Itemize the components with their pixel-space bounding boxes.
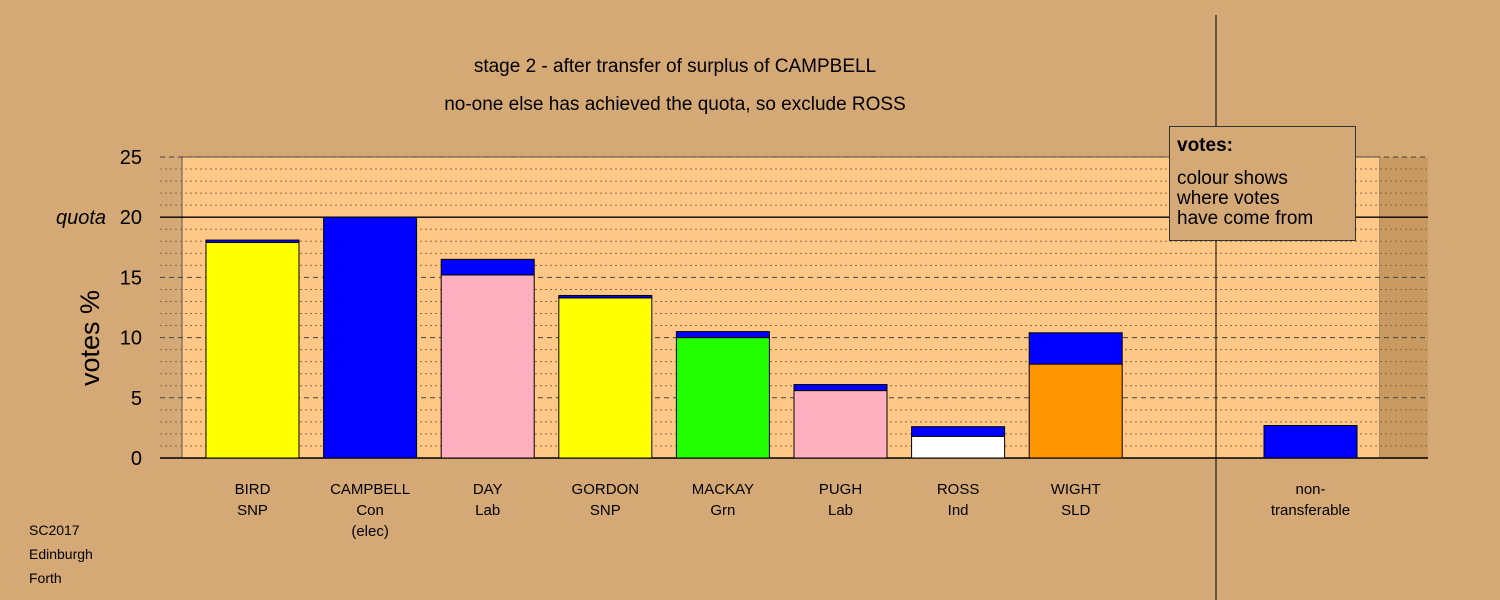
plot-area-right-shade [1380,157,1428,458]
category-label: (elec) [351,523,389,540]
legend-line: colour shows [1177,168,1288,189]
bar-segment [911,426,1006,437]
y-tick-label: 20 [120,207,142,229]
legend-line: have come from [1177,208,1314,229]
category-label: DAY [473,481,503,498]
x-axis-labels: BIRD SNP CAMPBELL Con (elec) DAY Lab GORDON SNP M… [235,481,1351,540]
bar-segment [793,390,888,459]
y-tick-label: 5 [131,388,142,410]
bar-bird [205,239,300,459]
category-label: PUGH [819,481,862,498]
corner-line-1: SC2017 [29,522,80,538]
bar-segment [675,331,770,339]
category-label: WIGHT [1051,481,1101,498]
bar-segment [675,337,770,459]
bar-segment [205,241,300,459]
category-label: Ind [948,502,969,519]
category-label: Grn [710,502,735,519]
corner-line-2: Edinburgh [29,546,93,562]
category-label: GORDON [572,481,640,498]
bar-segment [558,294,653,299]
legend: votes: colour shows where votes have com… [1169,126,1356,241]
bar-segment [440,274,535,459]
y-tick-label: 25 [120,147,142,169]
bar-mackay [675,331,770,459]
bar-segment [1028,363,1123,459]
category-label: Con [356,502,384,519]
y-tick-label: 0 [131,448,142,470]
bar-segment [440,258,535,276]
bar-campbell [323,216,418,459]
bar-ross [911,426,1006,459]
y-tick-label: 10 [120,328,142,350]
category-label: SNP [590,502,621,519]
bar-gordon [558,294,653,459]
nontransferable-label: transferable [1271,502,1350,519]
bars [205,216,1358,459]
category-label: SNP [237,502,268,519]
bar-nontransferable [1263,424,1358,459]
y-axis: 0 5 10 15 20 25 quota [56,147,142,470]
bar-segment [911,435,1006,459]
corner-line-3: Forth [29,570,62,586]
bar-segment [1028,332,1123,365]
bar-segment [323,216,418,459]
chart-subtitle: no-one else has achieved the quota, so e… [444,94,906,115]
bar-segment [558,297,653,459]
category-label: MACKAY [692,481,754,498]
bar-day [440,258,535,459]
bar-segment [793,384,888,392]
bar-segment [205,239,300,243]
category-label: ROSS [937,481,980,498]
category-label: BIRD [235,481,271,498]
y-tick-label: 15 [120,267,142,289]
legend-title: votes: [1177,135,1233,156]
bar-pugh [793,384,888,459]
nontransferable-label: non- [1295,481,1325,498]
chart-title: stage 2 - after transfer of surplus of C… [474,56,876,77]
y-axis-label: votes % [75,290,105,386]
category-label: CAMPBELL [330,481,410,498]
category-label: Lab [475,502,500,519]
bar-wight [1028,332,1123,459]
legend-line: where votes [1177,188,1280,209]
bar-segment [1263,424,1358,459]
category-label: SLD [1061,502,1090,519]
quota-label: quota [56,207,106,229]
category-label: Lab [828,502,853,519]
